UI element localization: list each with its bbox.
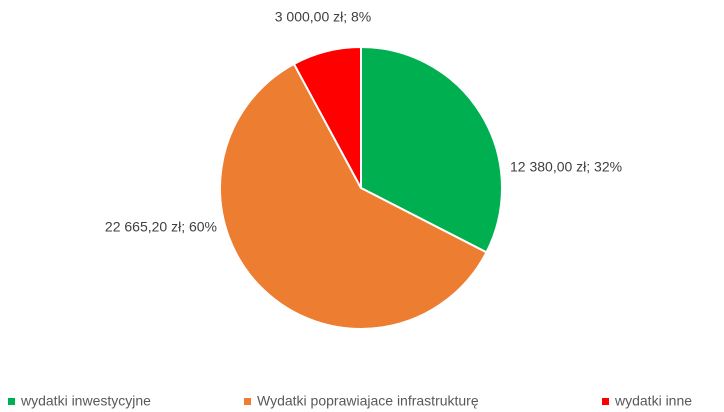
legend-swatch	[244, 398, 251, 405]
legend-label: Wydatki poprawiajace infrastrukturę	[257, 393, 479, 409]
data-label: 22 665,20 zł; 60%	[105, 219, 217, 235]
data-label: 12 380,00 zł; 32%	[510, 159, 622, 175]
legend-swatch	[8, 398, 15, 405]
legend-label: wydatki inne	[614, 393, 692, 409]
legend-swatch	[602, 398, 609, 405]
pie-slice	[219, 62, 488, 330]
pie-slice	[292, 45, 362, 189]
legend-label: wydatki inwestycyjne	[20, 393, 151, 409]
data-label: 3 000,00 zł; 8%	[275, 9, 372, 25]
pie-slice	[360, 45, 503, 254]
